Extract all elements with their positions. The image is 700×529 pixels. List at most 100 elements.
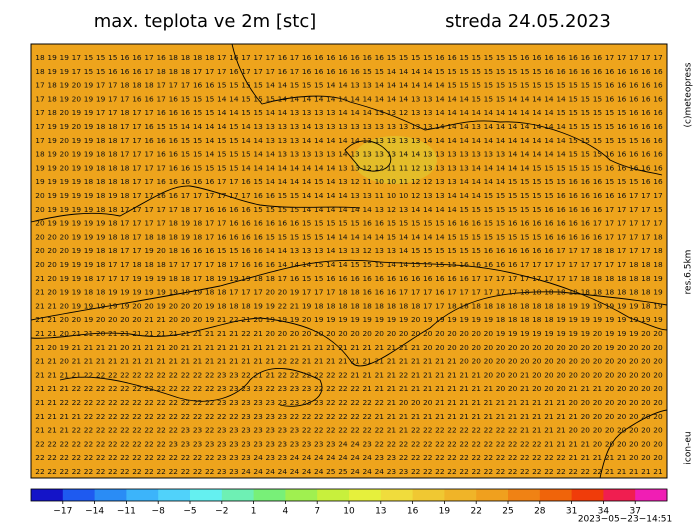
grid-value: 22 xyxy=(544,453,553,462)
grid-value: 18 xyxy=(144,260,154,269)
grid-value: 22 xyxy=(423,426,432,435)
grid-value: 15 xyxy=(472,232,482,241)
grid-value: 13 xyxy=(447,177,457,186)
grid-value: 15 xyxy=(459,53,469,62)
grid-value: 15 xyxy=(193,108,203,117)
grid-value: 19 xyxy=(484,315,494,324)
grid-value: 21 xyxy=(520,412,530,421)
grid-value: 16 xyxy=(169,136,179,145)
grid-value: 15 xyxy=(253,177,263,186)
colorbar-segment xyxy=(158,489,191,501)
grid-value: 22 xyxy=(47,453,56,462)
grid-value: 22 xyxy=(459,439,468,448)
grid-value: 20 xyxy=(641,453,651,462)
grid-value: 14 xyxy=(302,94,312,103)
grid-value: 18 xyxy=(181,67,191,76)
grid-value: 24 xyxy=(266,467,276,476)
grid-value: 20 xyxy=(375,329,385,338)
grid-value: 16 xyxy=(241,219,251,228)
colorbar-segment xyxy=(635,489,668,501)
grid-value: 21 xyxy=(484,412,494,421)
grid-value: 24 xyxy=(253,467,263,476)
grid-value: 16 xyxy=(266,219,276,228)
grid-value: 20 xyxy=(605,370,615,379)
grid-value: 23 xyxy=(169,439,179,448)
grid-value: 22 xyxy=(290,370,299,379)
grid-value: 22 xyxy=(496,439,505,448)
grid-value: 19 xyxy=(496,329,506,338)
grid-value: 17 xyxy=(593,219,603,228)
grid-value: 18 xyxy=(496,301,506,310)
grid-value: 14 xyxy=(532,108,542,117)
grid-value: 17 xyxy=(120,274,130,283)
grid-value: 15 xyxy=(217,150,227,159)
grid-value: 20 xyxy=(60,163,70,172)
grid-value: 10 xyxy=(375,177,385,186)
grid-value: 18 xyxy=(96,136,106,145)
grid-value: 19 xyxy=(217,274,227,283)
grid-value: 14 xyxy=(266,150,276,159)
grid-value: 19 xyxy=(568,315,578,324)
grid-value: 12 xyxy=(411,163,420,172)
grid-value: 21 xyxy=(156,343,166,352)
grid-value: 22 xyxy=(314,370,323,379)
grid-value: 16 xyxy=(617,94,627,103)
grid-value: 21 xyxy=(496,412,506,421)
grid-value: 17 xyxy=(35,108,45,117)
grid-value: 19 xyxy=(593,315,603,324)
grid-value: 15 xyxy=(229,246,239,255)
grid-value: 16 xyxy=(653,81,663,90)
grid-value: 18 xyxy=(581,274,591,283)
grid-value: 15 xyxy=(217,246,227,255)
grid-value: 20 xyxy=(629,370,639,379)
grid-value: 24 xyxy=(362,467,372,476)
grid-value: 14 xyxy=(338,94,348,103)
grid-value: 20 xyxy=(568,426,578,435)
grid-value: 17 xyxy=(132,219,142,228)
grid-value: 20 xyxy=(72,94,82,103)
grid-value: 17 xyxy=(96,274,106,283)
grid-value: 19 xyxy=(72,246,82,255)
grid-value: 17 xyxy=(605,232,615,241)
grid-value: 23 xyxy=(241,384,251,393)
grid-value: 22 xyxy=(508,426,517,435)
grid-value: 22 xyxy=(411,453,420,462)
grid-value: 19 xyxy=(84,108,94,117)
grid-value: 20 xyxy=(581,398,591,407)
grid-value: 13 xyxy=(399,136,409,145)
grid-value: 21 xyxy=(35,329,45,338)
grid-value: 22 xyxy=(193,412,202,421)
grid-value: 15 xyxy=(181,136,191,145)
grid-value: 23 xyxy=(229,398,239,407)
grid-value: 19 xyxy=(181,219,191,228)
grid-value: 20 xyxy=(641,329,651,338)
grid-value: 19 xyxy=(266,315,276,324)
grid-value: 17 xyxy=(253,67,263,76)
grid-value: 20 xyxy=(641,357,651,366)
grid-value: 18 xyxy=(96,163,106,172)
grid-value: 21 xyxy=(520,384,530,393)
grid-value: 14 xyxy=(326,81,336,90)
grid-value: 15 xyxy=(387,232,397,241)
grid-value: 22 xyxy=(350,398,359,407)
grid-value: 24 xyxy=(253,453,263,462)
grid-value: 19 xyxy=(326,315,336,324)
grid-value: 17 xyxy=(132,232,142,241)
grid-value: 21 xyxy=(520,398,530,407)
grid-value: 16 xyxy=(581,177,591,186)
grid-value: 21 xyxy=(411,412,421,421)
grid-value: 16 xyxy=(120,53,130,62)
grid-value: 21 xyxy=(568,453,578,462)
grid-value: 16 xyxy=(447,219,457,228)
grid-value: 16 xyxy=(229,67,239,76)
grid-value: 21 xyxy=(399,357,409,366)
grid-value: 17 xyxy=(205,232,215,241)
grid-value: 17 xyxy=(423,288,433,297)
grid-value: 16 xyxy=(314,67,324,76)
grid-value: 20 xyxy=(169,301,179,310)
grid-value: 13 xyxy=(350,150,360,159)
grid-value: 19 xyxy=(532,329,542,338)
grid-value: 17 xyxy=(459,288,469,297)
grid-value: 16 xyxy=(181,108,191,117)
